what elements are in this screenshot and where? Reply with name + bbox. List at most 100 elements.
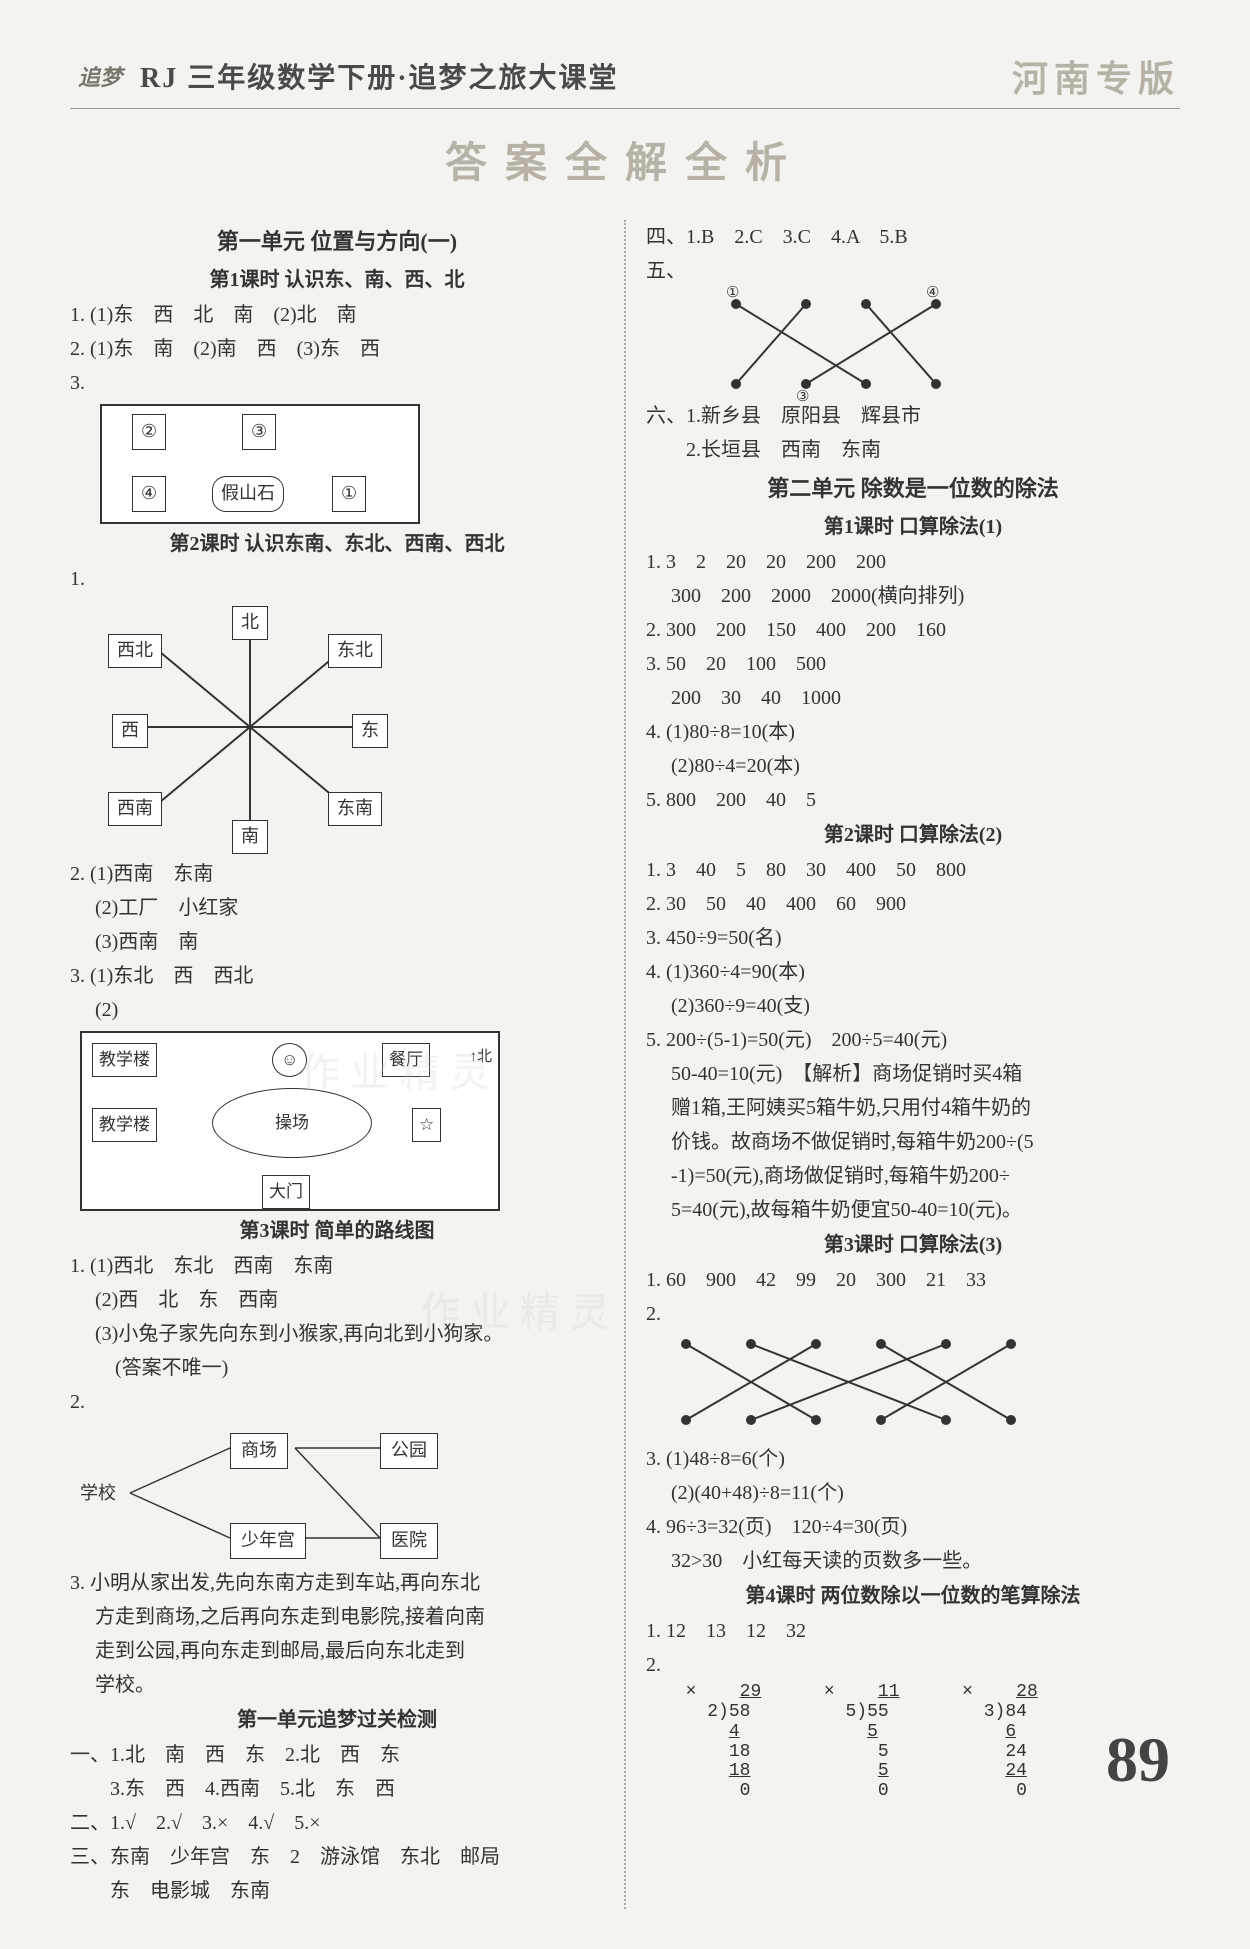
answer-line: 5. 200÷(5-1)=50(元) 200÷5=40(元) [646, 1024, 1180, 1057]
answer-line: 六、1.新乡县 原阳县 辉县市 [646, 400, 1180, 433]
longdiv-3: × 28 3)84 6 24 24 0 [941, 1683, 1038, 1802]
column-divider [624, 220, 626, 1909]
lesson1-title: 第1课时 认识东、南、西、北 [70, 264, 604, 297]
long-division-row: × 29 2)58 4 18 18 0 × 11 5)55 5 5 [646, 1683, 1180, 1802]
dir-s: 南 [232, 820, 268, 854]
u2-lesson3-title: 第3课时 口算除法(3) [646, 1229, 1180, 1262]
node-d: 医院 [380, 1523, 438, 1559]
answer-line: -1)=50(元),商场做促销时,每箱牛奶200÷ [646, 1160, 1180, 1193]
node-a: 商场 [230, 1433, 288, 1469]
answer-line: 3. (1)东北 西 西北 [70, 960, 604, 993]
q3-label: 3. [70, 372, 85, 394]
cell-3: ③ [242, 414, 276, 450]
test-title: 第一单元追梦过关检测 [70, 1704, 604, 1737]
tree-root: 学校 [80, 1479, 116, 1509]
star-icon: ☆ [412, 1108, 441, 1142]
answer-line: 2. 30 50 40 400 60 900 [646, 888, 1180, 921]
answer-line: (答案不唯一) [70, 1352, 604, 1385]
cell-rock: 假山石 [212, 476, 284, 512]
cross-match: ① ④ ③ [706, 289, 966, 399]
cell-1: ① [332, 476, 366, 512]
compass-diagram: 北 南 东 西 东北 西北 东南 西南 [100, 602, 400, 852]
answer-line: 200 30 40 1000 [646, 682, 1180, 715]
u2-lesson4-title: 第4课时 两位数除以一位数的笔算除法 [646, 1580, 1180, 1613]
match-diagram [656, 1332, 1076, 1442]
unit2-title: 第二单元 除数是一位数的除法 [646, 471, 1180, 507]
answer-line: 2. 300 200 150 400 200 160 [646, 614, 1180, 647]
answer-line: 3. 小明从家出发,先向东南方走到车站,再向东北 [70, 1567, 604, 1600]
right-column: 四、1.B 2.C 3.C 4.A 5.B 五、 ① ④ ③ 六、1.新乡县 原… [646, 220, 1180, 1909]
answer-line: (3)小兔子家先向东到小猴家,再向北到小狗家。 [70, 1318, 604, 1351]
q2-label: 2. [646, 1298, 1180, 1331]
answer-line: 5. 800 200 40 5 [646, 784, 1180, 817]
answer-line: 3. [70, 367, 604, 400]
answer-line: 32>30 小红每天读的页数多一些。 [646, 1545, 1180, 1578]
answer-line: 1. 60 900 42 99 20 300 21 33 [646, 1264, 1180, 1297]
main-title: 答案全解全析 [70, 129, 1180, 190]
answer-line: 2. (1)东 南 (2)南 西 (3)东 西 [70, 333, 604, 366]
bldg-ml: 教学楼 [92, 1108, 157, 1142]
lesson2-title: 第2课时 认识东南、东北、西南、西北 [70, 528, 604, 561]
answer-line: 2.长垣县 西南 东南 [646, 434, 1180, 467]
answer-line: (2) [70, 994, 604, 1027]
answer-line: 价钱。故商场不做促销时,每箱牛奶200÷(5 [646, 1126, 1180, 1159]
answer-line: 方走到商场,之后再向东走到电影院,接着向南 [70, 1601, 604, 1634]
answer-line: (2)(40+48)÷8=11(个) [646, 1477, 1180, 1510]
answer-line: (2)80÷4=20(本) [646, 750, 1180, 783]
longdiv-2: × 11 5)55 5 5 5 0 [802, 1683, 899, 1802]
answer-line: 1. 3 2 20 20 200 200 [646, 546, 1180, 579]
north-arrow: ↑北 [469, 1045, 492, 1070]
playground: 操场 [212, 1088, 372, 1158]
tree-diagram: 学校 商场 公园 少年宫 医院 [80, 1423, 480, 1563]
answer-line: 二、1.√ 2.√ 3.× 4.√ 5.× [70, 1807, 604, 1840]
answer-line: 东 电影城 东南 [70, 1875, 604, 1908]
answer-line: 四、1.B 2.C 3.C 4.A 5.B [646, 221, 1180, 254]
answer-line: (2)西 北 东 西南 [70, 1284, 604, 1317]
answer-line: 2. (1)西南 东南 [70, 858, 604, 891]
u2-lesson1-title: 第1课时 口算除法(1) [646, 511, 1180, 544]
dir-n: 北 [232, 606, 268, 640]
cell-2: ② [132, 414, 166, 450]
cell-4: ④ [132, 476, 166, 512]
dir-nw: 西北 [108, 634, 162, 668]
match-lines [656, 1332, 1076, 1432]
answer-line: 学校。 [70, 1669, 604, 1702]
dir-se: 东南 [328, 792, 382, 826]
u2-lesson2-title: 第2课时 口算除法(2) [646, 819, 1180, 852]
answer-line: 4. (1)360÷4=90(本) [646, 956, 1180, 989]
answer-line: 3. (1)48÷8=6(个) [646, 1443, 1180, 1476]
cross-d: ④ [926, 281, 939, 306]
left-column: 第一单元 位置与方向(一) 第1课时 认识东、南、西、北 1. (1)东 西 北… [70, 220, 604, 1909]
q2-label: 2. [646, 1649, 1180, 1682]
dir-sw: 西南 [108, 792, 162, 826]
cross-a: ① [726, 281, 739, 306]
header-title: RJ 三年级数学下册·追梦之旅大课堂 [140, 56, 1012, 96]
longdiv-1: × 29 2)58 4 18 18 0 [664, 1683, 761, 1802]
smile-icon: ☺ [272, 1043, 307, 1077]
cross-c: ③ [796, 385, 809, 410]
answer-line: (3)西南 南 [70, 926, 604, 959]
answer-line: 3. 450÷9=50(名) [646, 922, 1180, 955]
q2-label: 2. [70, 1386, 604, 1419]
answer-line: 50-40=10(元) 【解析】商场促销时买4箱 [646, 1058, 1180, 1091]
dir-ne: 东北 [328, 634, 382, 668]
answer-line: 1. (1)西北 东北 西南 东南 [70, 1250, 604, 1283]
answer-line: 5=40(元),故每箱牛奶便宜50-40=10(元)。 [646, 1194, 1180, 1227]
diagram-q3: ② ③ ④ 假山石 ① [100, 404, 420, 524]
dir-e: 东 [352, 714, 388, 748]
answer-line: (2)360÷9=40(支) [646, 990, 1180, 1023]
gate: 大门 [262, 1175, 310, 1209]
school-map: 教学楼 ☺ 餐厅 ↑北 教学楼 操场 ☆ 大门 [80, 1031, 500, 1211]
answer-line: 4. 96÷3=32(页) 120÷4=30(页) [646, 1511, 1180, 1544]
answer-line: (2)工厂 小红家 [70, 892, 604, 925]
answer-line: 3.东 西 4.西南 5.北 东 西 [70, 1773, 604, 1806]
bldg-tl: 教学楼 [92, 1043, 157, 1077]
answer-line: 走到公园,再向东走到邮局,最后向东北走到 [70, 1635, 604, 1668]
edition-label: 河南专版 [1012, 50, 1180, 102]
lesson3-title: 第3课时 简单的路线图 [70, 1215, 604, 1248]
page-header: 追梦 RJ 三年级数学下册·追梦之旅大课堂 河南专版 [70, 50, 1180, 109]
node-b: 公园 [380, 1433, 438, 1469]
logo: 追梦 [70, 56, 130, 96]
answer-line: 1. 3 40 5 80 30 400 50 800 [646, 854, 1180, 887]
answer-line: 300 200 2000 2000(横向排列) [646, 580, 1180, 613]
